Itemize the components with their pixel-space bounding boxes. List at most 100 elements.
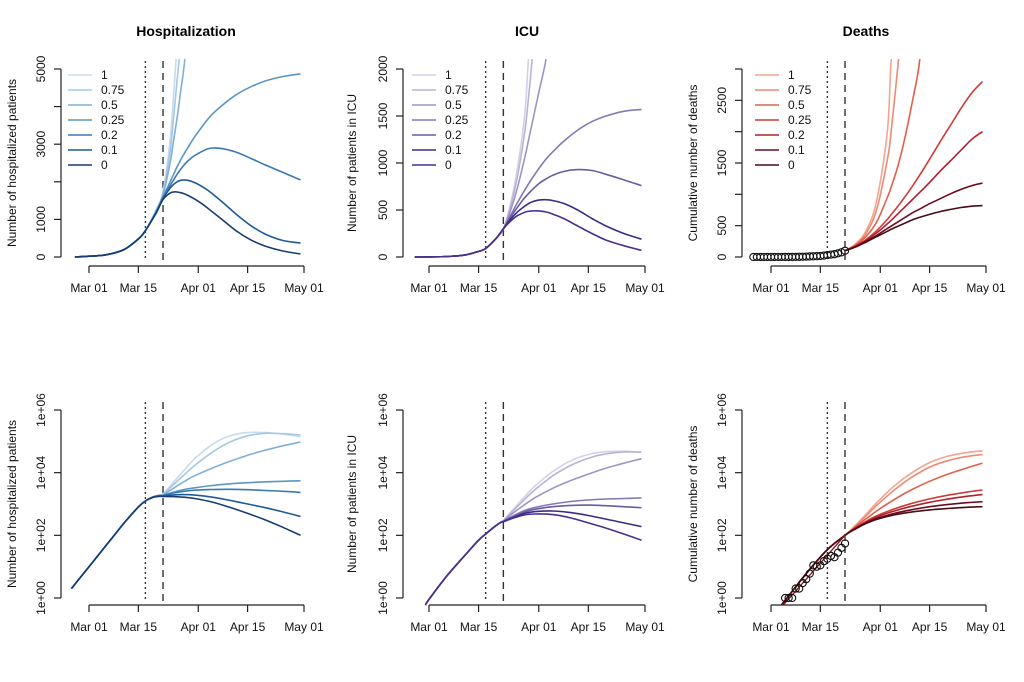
x-tick-label: Apr 01	[181, 620, 217, 634]
series-group	[74, 59, 301, 258]
x-tick-label: Mar 15	[460, 281, 498, 295]
series-line-0_5	[70, 441, 301, 590]
y-tick-label: 1e+06	[34, 393, 48, 427]
observed-point	[833, 249, 843, 258]
y-tick-label: 1e+00	[34, 581, 48, 615]
x-tick-label: Apr 15	[230, 620, 266, 634]
y-tick-label: 1000	[34, 206, 48, 233]
x-tick-label: Apr 01	[521, 620, 557, 634]
series-line-0	[844, 204, 983, 252]
legend-label: 0	[788, 158, 795, 172]
panel-deaths-log: Cumulative number of deaths 1e+00 1e+02 1e+…	[686, 393, 1006, 634]
y-axis-label: Cumulative number of deaths	[686, 426, 700, 583]
y-axis-label: Number of hospitalized patients	[5, 79, 19, 247]
x-tick-label: Mar 15	[460, 620, 498, 634]
series-line-1	[844, 59, 893, 252]
x-tick-label: May 01	[966, 620, 1006, 634]
legend-label: 0.2	[788, 128, 805, 142]
observed-points	[780, 534, 850, 606]
panel-deaths-linear: Deaths Cumulative number of deaths 0 500 150…	[686, 23, 1006, 295]
y-tick-label: 500	[715, 215, 729, 235]
x-tick-label: Apr 15	[571, 281, 607, 295]
legend-label: 0.75	[101, 83, 125, 97]
series-group	[844, 59, 984, 252]
series-line-1	[424, 450, 642, 606]
chart-title: ICU	[515, 23, 539, 39]
observed-point	[812, 562, 821, 571]
x-tick-label: Mar 15	[120, 281, 158, 295]
y-tick-label: 1000	[376, 149, 390, 176]
series-line-1	[780, 450, 983, 606]
x-tick-label: Mar 15	[120, 620, 158, 634]
x-tick-label: Apr 15	[571, 620, 607, 634]
x-tick-label: Apr 01	[863, 620, 899, 634]
y-tick-label: 0	[376, 253, 390, 260]
series-line-0_75	[70, 432, 301, 590]
x-tick-label: May 01	[284, 281, 324, 295]
series-line-1	[414, 59, 530, 258]
legend-label: 1	[788, 68, 795, 82]
y-tick-label: 1e+00	[376, 581, 390, 615]
x-tick-label: May 01	[966, 281, 1006, 295]
panel-icu-linear: ICU Number of patients in ICU 0 500 1000 1500…	[345, 23, 665, 295]
y-tick-label: 1e+02	[34, 518, 48, 552]
series-line-1	[74, 59, 177, 258]
series-line-0	[414, 210, 642, 258]
legend-label: 0.25	[445, 113, 469, 127]
panel-hosp-linear: Hospitalization Number of hospitalized pa…	[5, 23, 324, 295]
legend-label: 0.2	[101, 128, 118, 142]
legend-label: 0.75	[445, 83, 469, 97]
series-line-0_1	[414, 198, 642, 258]
series-line-0_1	[74, 179, 301, 258]
x-tick-label: Apr 01	[521, 281, 557, 295]
legend-label: 0.5	[445, 98, 462, 112]
x-tick-label: Mar 01	[410, 281, 448, 295]
legend-label: 0	[101, 158, 108, 172]
observed-point	[787, 593, 797, 603]
series-group	[414, 59, 642, 258]
series-line-0_1	[424, 510, 642, 606]
y-axis-label: Number of patients in ICU	[345, 94, 359, 232]
series-line-0_2	[780, 493, 983, 606]
y-tick-label: 1e+02	[715, 518, 729, 552]
legend-label: 1	[101, 68, 108, 82]
y-tick-label: 1e+02	[376, 518, 390, 552]
legend: 10.750.50.250.20.10	[68, 68, 125, 172]
observed-point	[826, 551, 836, 561]
x-tick-label: Apr 01	[181, 281, 217, 295]
legend-label: 0.1	[445, 143, 462, 157]
series-line-0_25	[844, 80, 984, 252]
y-tick-label: 500	[376, 200, 390, 220]
legend: 10.750.50.250.20.10	[755, 68, 812, 172]
x-tick-label: Apr 15	[912, 281, 948, 295]
y-tick-label: 3000	[34, 131, 48, 158]
legend-label: 0.5	[788, 98, 805, 112]
y-axis-label: Number of hospitalized patients	[5, 420, 19, 588]
observed-point	[840, 539, 850, 548]
y-tick-label: 1500	[376, 102, 390, 129]
observed-point	[791, 584, 800, 593]
series-line-0_1	[70, 493, 301, 590]
legend-label: 0.1	[101, 143, 118, 157]
y-tick-label: 2500	[715, 87, 729, 114]
x-tick-label: Mar 01	[70, 620, 108, 634]
x-tick-label: May 01	[284, 620, 324, 634]
series-line-0_75	[414, 59, 533, 258]
y-tick-label: 1e+04	[34, 455, 48, 489]
chart-title: Deaths	[843, 23, 890, 39]
series-line-0_5	[844, 59, 921, 252]
y-tick-label: 0	[34, 253, 48, 260]
y-tick-label: 0	[715, 253, 729, 260]
series-line-0	[74, 191, 301, 258]
y-tick-label: 1e+00	[715, 581, 729, 615]
legend-label: 0.5	[101, 98, 118, 112]
x-tick-label: Apr 15	[230, 281, 266, 295]
chart-title: Hospitalization	[136, 23, 236, 39]
series-line-0_2	[74, 147, 301, 258]
y-tick-label: 1e+04	[376, 455, 390, 489]
legend-label: 0.75	[788, 83, 812, 97]
series-line-0_2	[414, 168, 642, 258]
legend-label: 0	[445, 158, 452, 172]
legend-label: 1	[445, 68, 452, 82]
series-line-0_5	[780, 462, 983, 606]
